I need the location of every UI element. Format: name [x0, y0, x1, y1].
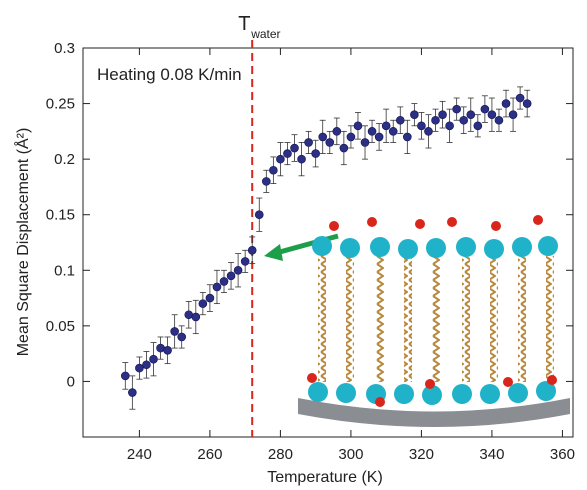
data-point	[515, 93, 525, 103]
data-point	[318, 132, 328, 142]
chain	[518, 256, 526, 382]
data-point	[388, 127, 398, 136]
data-point	[417, 121, 426, 131]
data-point	[403, 132, 412, 142]
headgroups-top	[312, 236, 558, 259]
x-tick-label: 300	[338, 446, 363, 463]
data-point	[212, 282, 222, 292]
data-point	[149, 354, 158, 364]
x-tick-label: 340	[479, 446, 504, 463]
data-point	[431, 115, 440, 125]
data-point	[135, 363, 144, 373]
data-point	[522, 99, 532, 108]
data-point	[226, 271, 236, 281]
chain	[546, 256, 554, 382]
annotation: T	[238, 13, 250, 35]
y-tick-label: 0.05	[46, 318, 75, 335]
data-point	[501, 99, 511, 108]
data-point	[508, 110, 518, 119]
headgroups-bottom	[308, 381, 556, 405]
data-point	[424, 127, 433, 136]
data-point	[304, 138, 313, 147]
x-tick-label: 320	[409, 446, 434, 463]
data-point	[163, 346, 172, 355]
data-point	[459, 115, 469, 125]
substrate	[298, 398, 570, 427]
chart-title: Heating 0.08 K/min	[97, 65, 242, 84]
data-point	[494, 115, 504, 125]
chain	[432, 256, 440, 382]
data-point	[233, 265, 243, 275]
data-point	[283, 149, 292, 158]
data-point	[332, 127, 342, 136]
y-tick-label: 0.3	[54, 40, 75, 57]
data-point	[452, 104, 461, 114]
data-point	[339, 143, 349, 153]
data-point	[374, 132, 384, 142]
annotation-subscript: water	[250, 27, 280, 41]
data-point	[346, 132, 356, 142]
data-point	[395, 115, 405, 125]
data-point	[445, 121, 454, 131]
x-tick-label: 280	[268, 446, 293, 463]
y-tick-label: 0.25	[46, 96, 75, 113]
x-axis-label: Temperature (K)	[267, 469, 383, 486]
chain	[404, 256, 412, 382]
data-point	[254, 210, 264, 220]
data-point	[487, 110, 497, 119]
chain	[346, 256, 354, 382]
y-axis-label: Mean Square Displacement (Å²)	[13, 128, 32, 357]
data-point	[240, 257, 250, 266]
data-point	[480, 104, 490, 114]
x-tick-label: 240	[127, 446, 152, 463]
data-point	[473, 121, 483, 131]
data-point	[219, 277, 229, 286]
data-point	[360, 138, 370, 147]
data-point	[198, 299, 208, 308]
data-point	[410, 110, 419, 119]
data-point	[438, 110, 447, 119]
x-tick-label: 260	[197, 446, 222, 463]
y-tick-label: 0.2	[54, 151, 75, 168]
data-point	[142, 360, 151, 370]
chain	[462, 256, 470, 382]
data-point	[325, 138, 335, 147]
arrow-head	[264, 244, 283, 261]
data-point	[121, 371, 130, 381]
data-point	[177, 332, 187, 342]
data-point	[353, 121, 363, 131]
data-point	[262, 177, 271, 186]
data-point	[191, 312, 201, 322]
data-point	[170, 327, 179, 336]
data-point	[367, 127, 377, 136]
data-point	[311, 149, 320, 158]
membrane-illustration	[298, 215, 570, 427]
data-point	[205, 293, 215, 303]
data-point	[247, 245, 257, 255]
chain	[318, 252, 326, 382]
data-point	[466, 110, 476, 119]
y-tick-label: 0.15	[46, 207, 75, 224]
chain	[376, 256, 384, 382]
y-tick-label: 0	[67, 373, 75, 390]
data-point	[290, 143, 299, 153]
data-point	[128, 388, 137, 397]
y-tick-label: 0.1	[54, 262, 75, 279]
water	[307, 215, 557, 407]
data-point	[381, 121, 391, 131]
data-point	[297, 154, 306, 164]
plot-frame	[82, 47, 574, 438]
data-point	[269, 165, 278, 175]
x-tick-label: 360	[550, 446, 575, 463]
chain	[490, 256, 498, 382]
data-point	[276, 154, 285, 164]
